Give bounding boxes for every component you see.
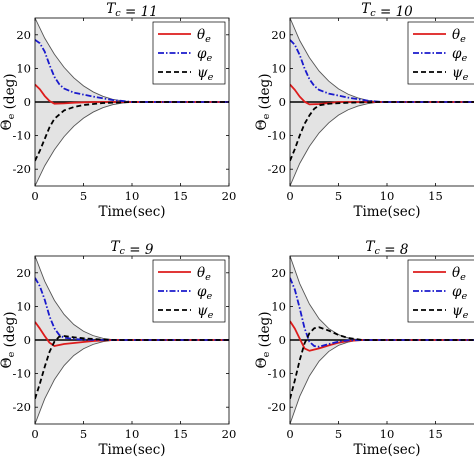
x-axis-label: Time(sec) [353,442,420,458]
legend-label-phi: φe [197,284,212,302]
legend-label-psi: ψe [452,65,469,83]
y-tick-label: 10 [16,61,31,75]
y-tick-label: 0 [279,95,286,109]
y-axis-label: Θe (deg) [0,312,18,369]
x-axis-label: Time(sec) [98,204,165,220]
y-tick-label: -10 [267,367,286,381]
chart-panel-3: 0 5 10 15 20 -20 -10 0 10 20 Tc = 9 Time(sec) Θe (de… [0,239,236,458]
legend-label-phi: φe [452,46,467,64]
series-line-phi [290,277,474,348]
x-axis-label: Time(sec) [98,442,165,458]
y-tick-label: 0 [279,333,286,347]
legend-label-theta: θe [452,265,466,283]
y-tick-label: 20 [16,28,31,42]
x-tick-label: 20 [222,427,237,441]
y-tick-label: -20 [267,400,286,414]
y-tick-label: 20 [16,266,31,280]
y-axis-label: Θe (deg) [0,74,18,131]
plot-area [35,18,229,186]
y-tick-label: 0 [24,333,31,347]
x-tick-label: 20 [222,189,237,203]
y-tick-label: -10 [12,367,31,381]
series-line-phi [290,39,474,103]
chart-title: Tc = 8 [366,239,409,258]
x-tick-label: 0 [31,427,38,441]
plot-area [35,256,229,424]
chart-title: Tc = 11 [106,1,158,20]
y-axis-label: Θe (deg) [254,74,273,131]
chart-panel-1: 0 5 10 15 20 -20 -10 0 10 20 Tc = 11 Time(sec) Θe (d… [0,1,236,220]
y-tick-label: 0 [24,95,31,109]
x-tick-label: 15 [173,189,188,203]
y-tick-label: -20 [12,162,31,176]
x-tick-label: 15 [428,427,443,441]
x-tick-label: 0 [286,427,293,441]
y-axis-label: Θe (deg) [254,312,273,369]
x-tick-label: 10 [125,427,140,441]
series-line-theta [290,83,474,106]
x-tick-label: 5 [335,427,342,441]
chart-title: Tc = 9 [111,239,154,258]
plot-area [290,18,474,186]
x-tick-label: 5 [80,427,87,441]
y-tick-label: -20 [12,400,31,414]
x-tick-label: 0 [286,189,293,203]
x-tick-label: 10 [380,189,395,203]
y-tick-label: -20 [267,162,286,176]
chart-title: Tc = 10 [361,1,413,20]
series-line-theta [35,83,229,105]
series-line-psi [290,101,474,162]
x-tick-label: 10 [125,189,140,203]
y-tick-label: 20 [271,266,286,280]
x-tick-label: 5 [80,189,87,203]
x-tick-label: 10 [380,427,395,441]
y-tick-label: 10 [271,61,286,75]
y-tick-label: -10 [12,129,31,143]
legend-label-psi: ψe [197,303,214,321]
series-line-psi [290,326,474,400]
plot-area [290,256,474,424]
series-line-phi [35,39,229,103]
x-tick-label: 15 [428,189,443,203]
y-tick-label: 20 [271,28,286,42]
series-line-psi [35,101,229,162]
x-axis-label: Time(sec) [353,204,420,220]
legend-label-psi: ψe [452,303,469,321]
y-tick-label: 10 [271,299,286,313]
y-tick-label: 10 [16,299,31,313]
series-line-psi [35,335,229,400]
legend-label-psi: ψe [197,65,214,83]
x-tick-label: 0 [31,189,38,203]
x-tick-label: 5 [335,189,342,203]
legend-label-theta: θe [197,265,211,283]
y-tick-label: -10 [267,129,286,143]
legend-label-phi: φe [197,46,212,64]
legend-label-theta: θe [452,27,466,45]
legend-label-theta: θe [197,27,211,45]
legend-label-phi: φe [452,284,467,302]
x-tick-label: 15 [173,427,188,441]
